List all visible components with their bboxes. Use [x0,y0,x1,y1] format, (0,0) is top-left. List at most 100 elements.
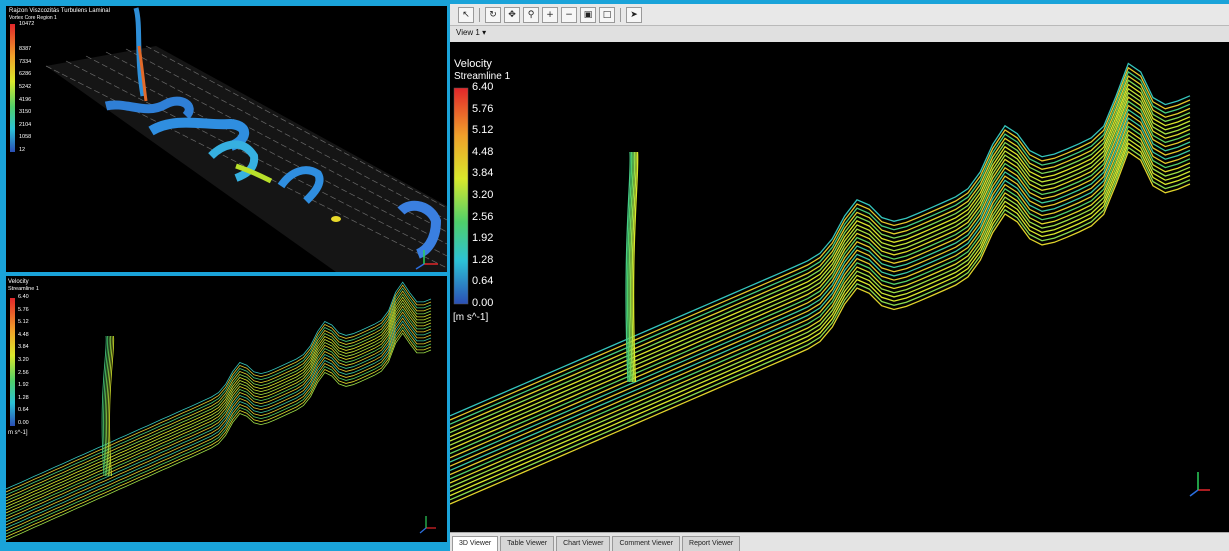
streamline [6,305,432,514]
zoom-fit-icon[interactable]: ▣ [580,6,596,23]
streamline [450,66,1191,421]
streamline-group [450,62,1191,505]
streamline-riser [109,335,115,477]
tab-3d-viewer[interactable]: 3D Viewer [452,536,499,551]
streamline [6,290,432,499]
select-icon[interactable]: ↖ [458,6,474,23]
legend-value: 2.56 [472,210,494,223]
streamline [450,121,1191,476]
zoom-out-icon[interactable]: − [561,6,577,23]
streamline-riser [629,151,636,383]
legend-value: 12 [19,147,26,153]
streamline [6,302,432,511]
legend-value: 4.48 [18,331,29,338]
legend-value: 1.92 [18,382,29,389]
axis-triad-icon [419,516,436,534]
legend-value: 3.20 [18,357,29,363]
streamline [450,112,1191,467]
zoom-box-icon[interactable]: ⚲ [523,6,539,23]
streamline [450,117,1191,471]
streamline [6,332,432,541]
streamline [450,87,1191,442]
legend-value: 6286 [19,71,32,78]
streamline [450,129,1191,484]
streamline [6,314,432,523]
legend-value: 7334 [19,58,32,65]
streamline [450,150,1191,505]
legend-value: 3.84 [18,344,29,351]
legend-value: 0.64 [18,407,29,414]
tab-report-viewer[interactable]: Report Viewer [682,536,741,551]
streamline [450,142,1191,497]
legend-value: 3.20 [472,189,494,201]
vortex-core-viewport[interactable]: Rajzon Viszcozitás Turbulens Laminal Vor… [6,6,447,272]
velocity-color-scale [453,87,469,305]
probe-icon[interactable]: ➤ [626,6,642,23]
streamline [6,281,432,490]
streamline [6,317,432,526]
velocity-legend-subtitle: Streamline 1 [454,71,511,82]
toolbar-separator [479,7,480,22]
legend-value: 3.84 [472,167,494,180]
legend-value: 0.00 [18,420,29,426]
streamline [450,125,1191,480]
velocity-legend-title: Velocity [454,58,492,70]
vortex-tube [104,96,194,120]
streamline [6,323,432,532]
velocity-streamline-viewport-small[interactable]: Velocity Streamline 1 6.40 5.76 5.12 4.48 3.… [6,276,447,542]
vortex-tube [277,166,324,204]
velocity-legend-subtitle-small: Streamline 1 [8,286,39,292]
streamline [450,146,1191,501]
tab-comment-viewer[interactable]: Comment Viewer [612,536,681,551]
streamline-riser [101,335,107,477]
velocity-legend-title-small: Velocity [8,279,29,285]
tab-table-viewer[interactable]: Table Viewer [500,536,555,551]
vortex-tube [208,140,259,182]
vortex-legend-title: Rajzon Viszcozitás Turbulens Laminal [9,8,110,14]
streamline [450,83,1191,438]
streamline [450,70,1191,425]
tab-chart-viewer[interactable]: Chart Viewer [556,536,611,551]
streamline [450,96,1191,450]
streamline [6,320,432,529]
streamline [450,62,1191,417]
main-3d-viewport[interactable]: Velocity Streamline 1 6.40 5.76 5.12 4.48 3.… [450,42,1229,532]
pan-icon[interactable]: ✥ [504,6,520,23]
post-processor-window: ↖ ↻ ✥ ⚲ + − ▣ □ ➤ View 1 ▾ [450,4,1229,551]
streamline [6,311,432,520]
legend-value: 8387 [19,46,32,53]
streamline [6,329,432,538]
streamline-group [6,281,432,541]
zoom-in-icon[interactable]: + [542,6,558,23]
rotate-icon[interactable]: ↻ [485,6,501,23]
legend-value: 1.28 [472,253,494,266]
legend-value: 0.00 [472,297,494,309]
vortex-tube [148,117,250,151]
streamline-riser [106,335,112,477]
view-layout-icon[interactable]: □ [599,6,615,23]
view-selector[interactable]: View 1 ▾ [456,28,486,37]
vortex-tube [235,163,273,184]
legend-value: 5.12 [18,319,29,326]
legend-value: 5.76 [472,102,494,115]
legend-value: 5242 [19,84,32,90]
legend-value: 2104 [19,121,32,128]
streamline-riser [626,151,633,383]
view-selector-bar: View 1 ▾ [450,26,1229,43]
streamline [450,138,1191,492]
streamline-riser [104,335,110,477]
legend-value: 5.76 [18,306,29,313]
vortex-tube [397,200,442,259]
legend-value: 3150 [19,109,32,116]
view-selector-label: View 1 [456,28,480,37]
viewer-tabs: 3D Viewer Table Viewer Chart Viewer Comm… [450,532,1229,551]
toolbar-separator [620,7,621,22]
streamline [450,104,1191,459]
legend-value: 6.40 [472,81,494,93]
streamline [450,108,1191,463]
channel-floor [46,46,447,272]
legend-value: 1058 [19,134,32,141]
streamline-riser [632,151,639,383]
legend-value: 4196 [19,96,32,103]
axis-triad-icon [415,250,438,270]
